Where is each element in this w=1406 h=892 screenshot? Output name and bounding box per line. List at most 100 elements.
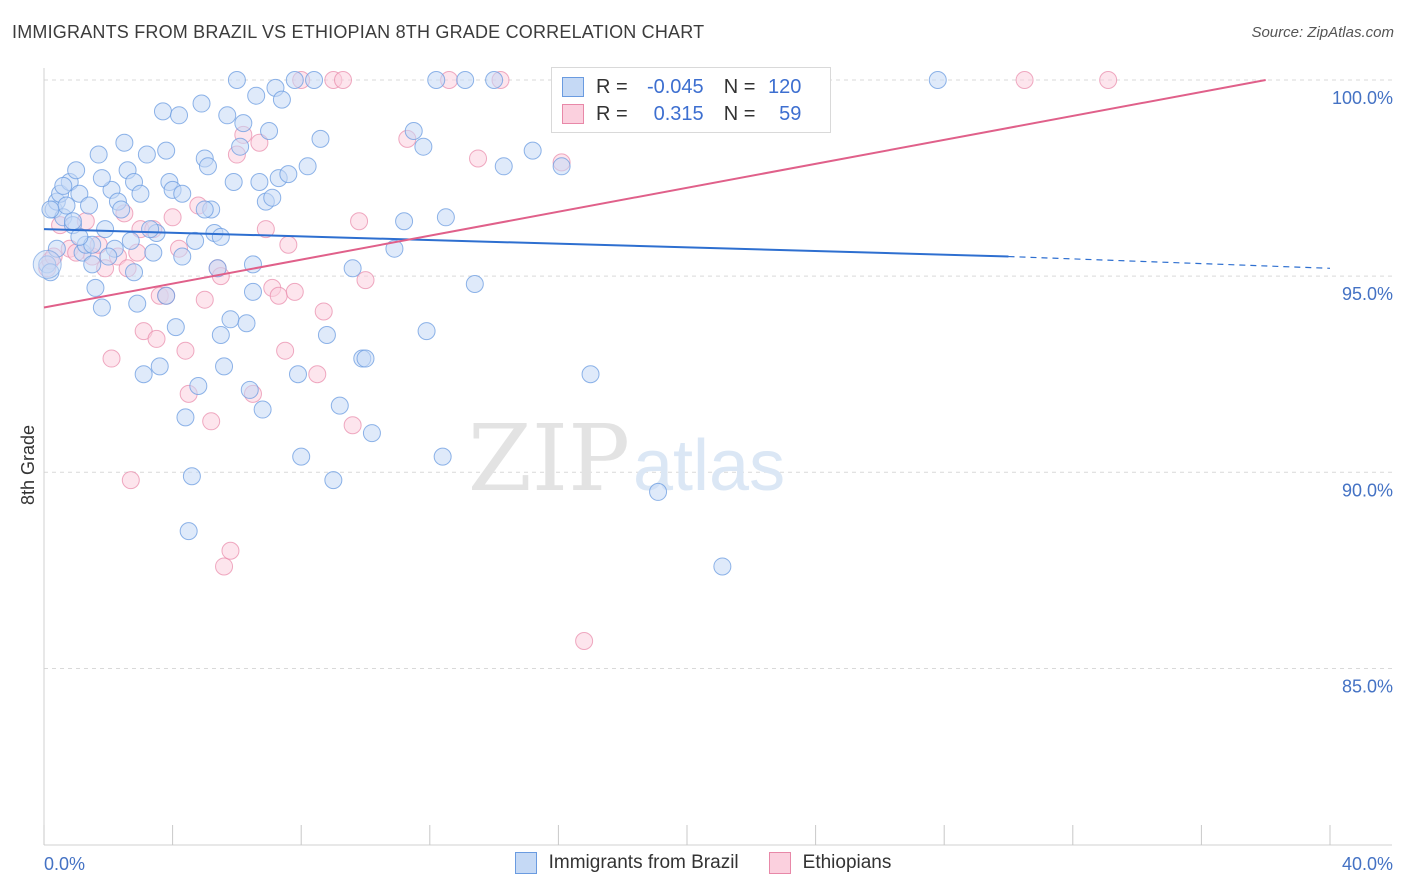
legend-swatch-ethiopians bbox=[562, 104, 584, 124]
legend-row-brazil: R = -0.045 N = 120 bbox=[562, 74, 801, 100]
brazil-point bbox=[436, 208, 455, 227]
brazil-point bbox=[131, 184, 150, 203]
brazil-point bbox=[417, 322, 436, 341]
brazil-trend-extension bbox=[1008, 255, 1331, 269]
y-tick-label: 100.0% bbox=[1332, 88, 1393, 108]
brazil-point bbox=[523, 141, 542, 160]
brazil-point bbox=[198, 157, 217, 176]
brazil-point bbox=[456, 71, 475, 89]
brazil-point bbox=[195, 200, 214, 219]
brazil-point bbox=[404, 122, 423, 140]
brazil-point bbox=[285, 71, 304, 89]
brazil-point bbox=[288, 365, 307, 384]
legend-item-ethiopians: Ethiopians bbox=[768, 852, 891, 874]
ethiopians-point bbox=[163, 208, 182, 227]
brazil-point bbox=[150, 357, 169, 376]
series-legend: Immigrants from Brazil Ethiopians bbox=[0, 852, 1406, 874]
brazil-point bbox=[362, 424, 381, 443]
ethiopians-point bbox=[176, 341, 195, 360]
brazil-point bbox=[494, 157, 513, 176]
ethiopians-point bbox=[469, 149, 488, 168]
legend-n-label: N = bbox=[723, 75, 756, 98]
brazil-point bbox=[157, 141, 176, 160]
brazil-point bbox=[170, 106, 189, 125]
ethiopians-point bbox=[308, 365, 327, 384]
brazil-point bbox=[211, 326, 230, 344]
brazil-point bbox=[218, 106, 237, 125]
brazil-point bbox=[89, 145, 108, 164]
legend-r-label: R = bbox=[596, 102, 628, 125]
brazil-point bbox=[343, 259, 362, 278]
brazil-point bbox=[237, 314, 256, 333]
ethiopians-trend-line bbox=[43, 79, 1266, 309]
brazil-point bbox=[713, 557, 732, 576]
brazil-point bbox=[427, 71, 446, 89]
ethiopians-point bbox=[195, 290, 214, 309]
brazil-point bbox=[176, 408, 195, 427]
brazil-point bbox=[157, 286, 176, 305]
brazil-point bbox=[182, 467, 201, 486]
brazil-point bbox=[330, 396, 349, 415]
legend-swatch-brazil bbox=[562, 77, 584, 97]
brazil-point bbox=[179, 522, 198, 541]
legend-r-value: 0.315 bbox=[653, 102, 704, 125]
x-tick-label: 0.0% bbox=[44, 854, 85, 874]
ethiopians-point bbox=[350, 212, 369, 231]
ethiopians-point bbox=[276, 341, 295, 360]
source-label: Source: ZipAtlas.com bbox=[1251, 24, 1394, 41]
y-tick-label: 90.0% bbox=[1342, 480, 1393, 500]
legend-row-ethiopians: R = 0.315 N = 59 bbox=[562, 101, 801, 127]
brazil-point bbox=[272, 90, 291, 109]
brazil-point bbox=[649, 482, 668, 501]
legend-item-brazil: Immigrants from Brazil bbox=[514, 852, 739, 874]
brazil-point bbox=[153, 102, 172, 121]
brazil-point bbox=[234, 114, 253, 133]
watermark-zip: ZIP bbox=[468, 405, 630, 512]
brazil-point bbox=[57, 196, 76, 215]
brazil-point bbox=[92, 298, 111, 317]
ethiopians-point bbox=[202, 412, 221, 431]
brazil-point bbox=[292, 447, 311, 466]
brazil-point bbox=[552, 157, 571, 176]
brazil-point bbox=[250, 173, 269, 191]
brazil-point bbox=[70, 227, 89, 246]
brazil-points bbox=[32, 71, 947, 576]
brazil-point bbox=[485, 71, 504, 89]
brazil-point bbox=[137, 145, 156, 164]
brazil-point bbox=[80, 196, 99, 215]
brazil-point bbox=[125, 263, 144, 282]
ethiopians-point bbox=[250, 133, 269, 152]
brazil-point bbox=[166, 318, 185, 337]
brazil-point bbox=[928, 71, 947, 89]
brazil-point bbox=[240, 380, 259, 399]
grid-lines bbox=[44, 79, 1392, 669]
ethiopians-point bbox=[1099, 71, 1118, 89]
legend-r-value: -0.045 bbox=[646, 75, 704, 98]
brazil-point bbox=[189, 377, 208, 395]
brazil-point bbox=[253, 400, 272, 419]
legend-swatch-ethiopians bbox=[768, 852, 791, 874]
brazil-point bbox=[215, 357, 234, 376]
y-axis-label: 8th Grade bbox=[18, 425, 38, 505]
x-tick-label: 40.0% bbox=[1342, 854, 1393, 874]
brazil-point bbox=[99, 247, 118, 266]
chart-title: IMMIGRANTS FROM BRAZIL VS ETHIOPIAN 8TH … bbox=[12, 22, 705, 42]
ethiopians-point bbox=[269, 286, 288, 305]
brazil-point bbox=[433, 447, 452, 466]
ethiopians-point bbox=[333, 71, 352, 89]
brazil-point bbox=[208, 259, 227, 278]
brazil-point bbox=[32, 249, 62, 279]
y-tick-label: 85.0% bbox=[1342, 676, 1393, 696]
ethiopians-point bbox=[256, 220, 275, 239]
brazil-point bbox=[305, 71, 324, 89]
brazil-point bbox=[92, 169, 111, 188]
ethiopians-point bbox=[285, 282, 304, 301]
brazil-point bbox=[86, 278, 105, 297]
ethiopians-point bbox=[1015, 71, 1034, 89]
ethiopians-point bbox=[314, 302, 333, 321]
brazil-point bbox=[121, 231, 140, 250]
ethiopians-point bbox=[575, 632, 594, 650]
legend-n-value: 59 bbox=[779, 102, 802, 125]
brazil-point bbox=[414, 137, 433, 156]
brazil-trend-line bbox=[43, 228, 1009, 258]
